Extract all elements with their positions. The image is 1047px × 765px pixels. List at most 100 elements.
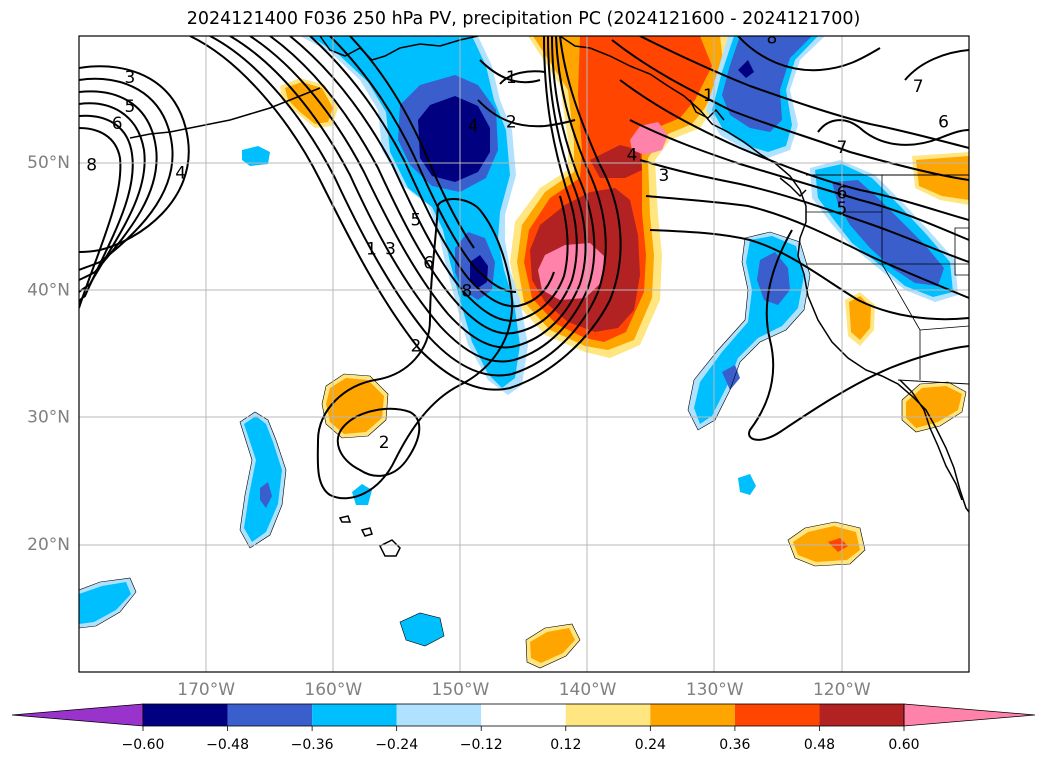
coast-alaska-south (319, 36, 479, 61)
colorbar-segment (481, 704, 566, 726)
pv-contour-ridge-2 (477, 99, 576, 128)
neg-anomaly-small-2 (242, 146, 270, 166)
pos-anomaly-mex-orange (793, 526, 860, 562)
pv-contour-trough-2 (209, 36, 607, 377)
neg-anomaly-small-4 (738, 474, 756, 495)
map-frame (78, 35, 970, 673)
island-maui (360, 527, 373, 537)
latitude-labels: 50°N 40°N 30°N 20°N (27, 153, 70, 555)
coast-vancouver (779, 177, 807, 198)
pos-anomaly-ca-orange (849, 296, 871, 340)
colorbar-segment (565, 704, 651, 726)
pv-contour-loop-south (336, 407, 421, 477)
coast-aleutian (129, 87, 321, 139)
island-hawaii (378, 539, 401, 557)
colorbar-tick-label: 0.24 (635, 737, 666, 753)
pv-contour-east-1 (619, 79, 969, 221)
neg-anomaly-small-1 (400, 613, 444, 646)
lon-label: 130°W (686, 680, 744, 700)
contour-label: 4 (468, 116, 479, 136)
pv-contour-west-3 (79, 90, 158, 281)
border-states-5 (954, 227, 969, 276)
neg-anomaly-coast-royal (832, 180, 944, 286)
colorbar-tick-label: −0.24 (375, 737, 418, 753)
contour-label: 6 (423, 254, 434, 274)
coast-bc-islands (689, 99, 725, 121)
contour-label: 7 (836, 138, 847, 158)
contour-label: 2 (411, 336, 422, 356)
neg-anomaly-wpac-sky (79, 582, 131, 624)
colorbar-extend-low (11, 703, 144, 727)
colorbar-tick-label: 0.48 (804, 737, 835, 753)
contour-label: 6 (938, 112, 949, 132)
colorbar-segment (734, 704, 820, 726)
contour-label: 3 (658, 166, 669, 186)
pv-contour-trough-9 (349, 36, 475, 249)
coastlines (129, 36, 969, 557)
contour-label: 5 (124, 97, 135, 117)
pv-contour-loop-south-2 (316, 198, 514, 500)
pv-contour-west-2 (79, 77, 174, 271)
colorbar-tick-label: 0.12 (550, 737, 581, 753)
border-states-4 (919, 325, 969, 331)
longitude-labels: 170°W 160°W 150°W 140°W 130°W 120°W (177, 680, 871, 700)
colorbar: −0.60 −0.48 −0.36 −0.24 −0.12 0.12 0.24 0.36 0.4… (11, 703, 1036, 753)
pv-contour-trough-8 (329, 36, 517, 293)
colorbar-tick-label: −0.48 (206, 737, 249, 753)
pv-contour-trough-5 (269, 36, 578, 335)
pos-anomaly-c1-orange (326, 378, 384, 434)
pv-contour-trough-7 (309, 36, 555, 308)
contour-label: 8 (461, 282, 472, 302)
pv-contour-east-5 (649, 229, 969, 321)
lon-label: 140°W (559, 680, 617, 700)
pos-anomaly-north-pink-2 (630, 122, 668, 155)
lat-label: 30°N (27, 408, 70, 428)
pv-contour-east-4 (645, 195, 969, 299)
contour-label: 8 (767, 29, 778, 49)
contour-label: 1 (506, 68, 517, 88)
pv-contour-east-6 (611, 39, 969, 181)
pv-contour-trough-6 (289, 36, 569, 322)
colorbar-segment (650, 704, 735, 726)
coast-alaska-panhandle (559, 36, 969, 513)
pv-contour-trough-1 (189, 36, 622, 391)
pv-contour-trough-cal (748, 229, 969, 441)
neg-anomaly-bc-navy (738, 60, 754, 78)
contour-label: 1 (366, 240, 377, 260)
colorbar-segment (396, 704, 482, 726)
pv-contour-east-3 (639, 159, 969, 263)
neg-anomaly-hawaii-royal (260, 482, 272, 508)
contour-label: 6 (112, 114, 123, 134)
neg-anomaly-cal-royal-2 (722, 365, 740, 390)
neg-anomaly-hawaii-sky (244, 416, 282, 542)
lon-label: 160°W (304, 680, 362, 700)
lon-label: 150°W (432, 680, 490, 700)
border-us-mexico (897, 379, 969, 385)
colorbar-frame (142, 703, 905, 727)
colorbar-tick-label: 0.36 (719, 737, 750, 753)
neg-anomaly-gulf-navy (418, 96, 490, 182)
contour-label: 5 (411, 210, 422, 230)
pv-contour-east-2 (629, 119, 969, 241)
colorbar-tick-label: 0.60 (888, 737, 919, 753)
pv-contour-ne-3 (817, 119, 969, 146)
pv-contour-trough-3 (229, 36, 596, 363)
colorbar-segment (312, 704, 397, 726)
contour-label: 7 (913, 77, 924, 97)
lat-label: 50°N (27, 153, 70, 173)
lon-label: 120°W (813, 680, 871, 700)
contour-label: 4 (175, 163, 186, 183)
pv-contours (79, 36, 969, 500)
pos-anomaly-east-orange (916, 156, 969, 200)
lat-label: 20°N (27, 535, 70, 555)
pv-contour-ne-2 (904, 49, 969, 81)
contour-label: 2 (506, 112, 517, 132)
neg-anomaly-bc-royal (722, 36, 812, 132)
pv-contour-east-7 (639, 36, 969, 149)
graticule (79, 36, 969, 672)
pos-anomaly-aleut-orange (285, 82, 333, 124)
map-title: 2024121400 F036 250 hPa PV, precipitatio… (186, 9, 861, 29)
